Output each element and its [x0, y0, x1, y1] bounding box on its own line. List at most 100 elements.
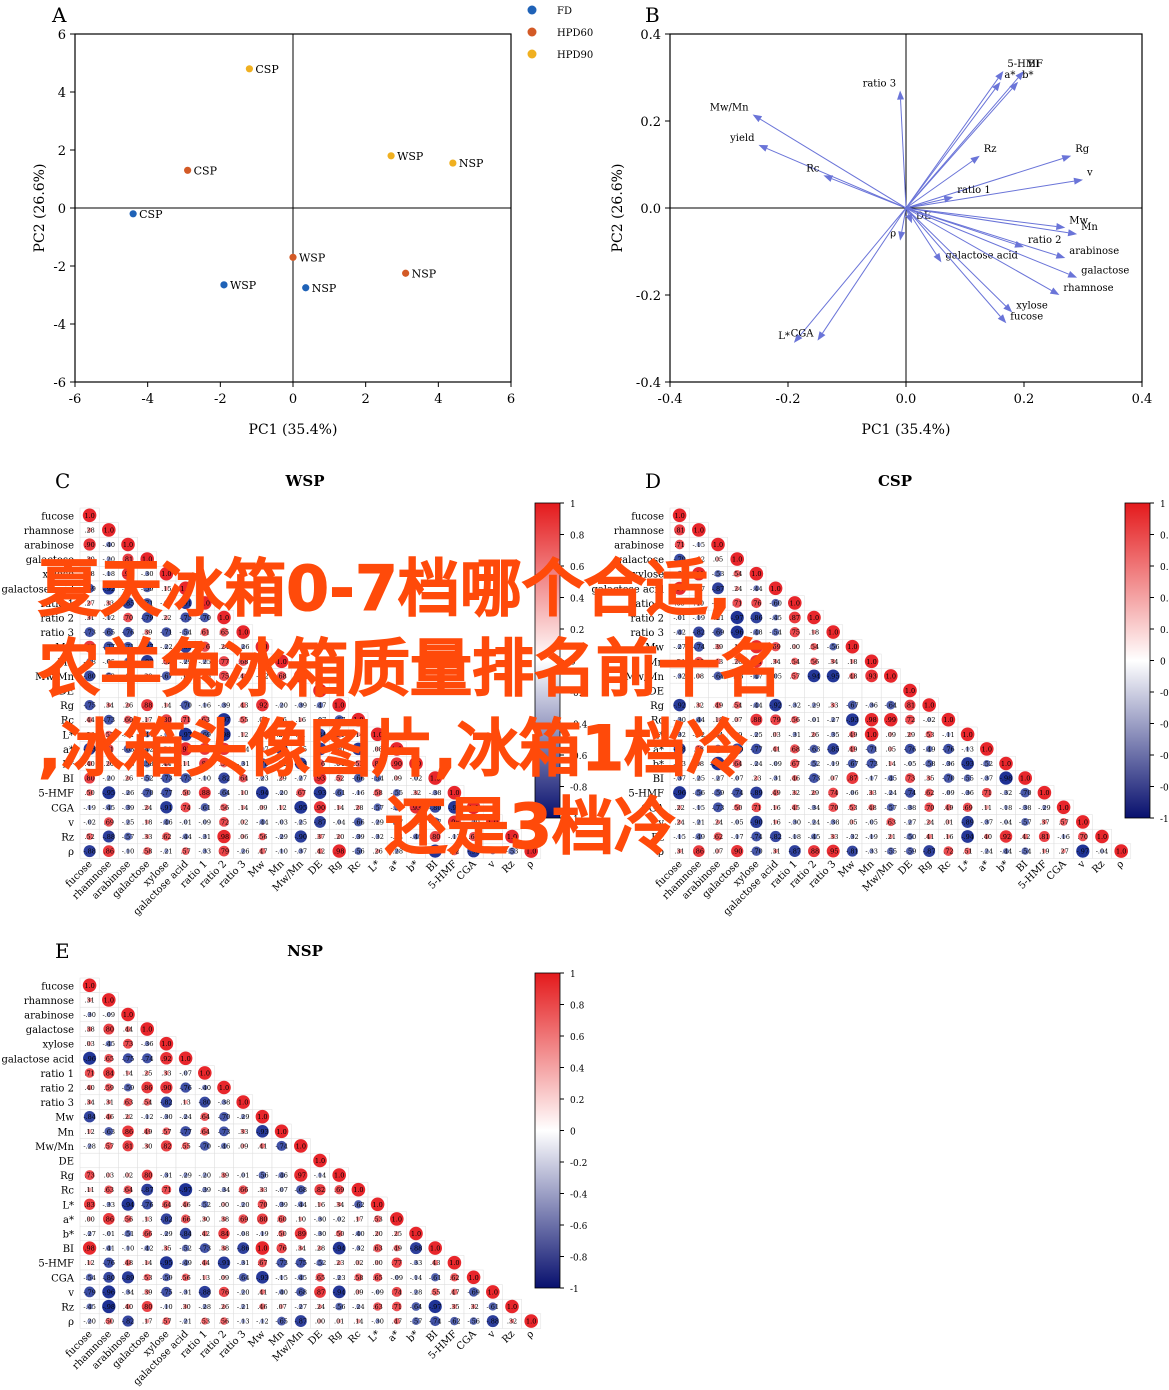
- correlation-circle: [102, 582, 116, 595]
- correlation-circle: [202, 848, 208, 854]
- correlation-circle: [218, 670, 230, 682]
- arrow-head: [897, 90, 905, 100]
- correlation-value: -.05: [865, 818, 878, 826]
- correlation-value: .50: [104, 1318, 114, 1326]
- correlation-circle: [850, 834, 855, 839]
- correlation-circle: [335, 774, 343, 782]
- correlation-circle: [275, 742, 288, 755]
- correlation-value: .90: [315, 804, 325, 812]
- data-point: [245, 65, 253, 73]
- correlation-value: -.38: [429, 789, 442, 797]
- correlation-circle: [984, 833, 990, 840]
- correlation-value: .33: [828, 702, 838, 710]
- correlation-circle: [960, 727, 975, 742]
- correlation-value: .87: [847, 775, 857, 783]
- correlation-value: -.93: [961, 760, 974, 768]
- correlation-value: -.55: [391, 789, 404, 797]
- arrow-head: [1009, 81, 1019, 91]
- correlation-circle: [927, 717, 932, 722]
- correlation-value: .00: [372, 1259, 382, 1267]
- correlation-value: 1.0: [276, 658, 286, 666]
- correlation-circle: [84, 583, 95, 593]
- data-point: [220, 281, 228, 289]
- correlation-circle: [1076, 815, 1090, 829]
- correlation-value: .55: [180, 1142, 190, 1150]
- correlation-value: 1.0: [694, 526, 704, 534]
- correlation-circle: [696, 702, 701, 708]
- correlation-circle: [1056, 800, 1071, 815]
- y-axis-label: PC2 (26.6%): [32, 164, 48, 253]
- correlation-circle: [524, 844, 538, 858]
- point-label: CSP: [255, 63, 279, 76]
- y-tick-label: 6: [58, 28, 66, 43]
- correlation-value: .48: [866, 804, 876, 812]
- colorbar-tick: -0.8: [570, 784, 588, 794]
- correlation-value: .57: [790, 672, 800, 680]
- row-label: BI: [63, 774, 74, 785]
- correlation-circle: [907, 732, 913, 737]
- correlation-value: -.94: [448, 804, 461, 812]
- correlation-value: -.24: [808, 818, 821, 826]
- correlation-value: .14: [238, 804, 248, 812]
- correlation-circle: [294, 800, 308, 814]
- legend-label: HPD90: [557, 50, 593, 61]
- correlation-circle: [145, 673, 150, 679]
- correlation-circle: [903, 683, 917, 698]
- arrow-head: [995, 70, 1004, 81]
- correlation-circle: [125, 790, 131, 795]
- heatmap-cell: [137, 1152, 158, 1169]
- correlation-value: -.77: [103, 643, 116, 651]
- correlation-circle: [773, 658, 778, 664]
- correlation-circle: [674, 553, 685, 565]
- correlation-circle: [161, 787, 172, 798]
- correlation-value: -.25: [693, 775, 706, 783]
- correlation-circle: [869, 775, 874, 781]
- correlation-circle: [124, 657, 132, 666]
- correlation-value: -.93: [467, 848, 480, 856]
- vector-label: ρ: [890, 229, 896, 240]
- correlation-value: 1.0: [449, 789, 459, 797]
- correlation-value: -.45: [410, 833, 423, 841]
- row-label: a*: [653, 745, 664, 756]
- correlation-circle: [164, 615, 169, 620]
- correlation-circle: [317, 717, 323, 722]
- correlation-value: -.45: [769, 614, 782, 622]
- correlation-value: .71: [180, 716, 190, 724]
- row-label: galactose: [26, 1025, 74, 1036]
- correlation-value: -.23: [256, 775, 269, 783]
- correlation-circle: [888, 834, 893, 839]
- correlation-value: -.28: [391, 848, 404, 856]
- correlation-circle: [827, 743, 839, 755]
- correlation-value: -.79: [141, 614, 154, 622]
- correlation-circle: [142, 598, 153, 608]
- panel-label: A: [51, 3, 67, 27]
- correlation-value: -.92: [103, 585, 116, 593]
- correlation-value: -.19: [693, 614, 706, 622]
- correlation-value: -.05: [904, 760, 917, 768]
- correlation-value: -.06: [846, 789, 859, 797]
- correlation-circle: [258, 832, 267, 841]
- correlation-value: -.76: [141, 1201, 154, 1209]
- correlation-circle: [828, 802, 838, 813]
- col-label: v: [485, 1329, 498, 1342]
- correlation-value: -.21: [160, 848, 173, 856]
- correlation-value: .18: [847, 658, 857, 666]
- correlation-value: -.27: [904, 818, 917, 826]
- correlation-circle: [298, 819, 303, 825]
- correlation-value: -.75: [83, 702, 96, 710]
- correlation-circle: [337, 746, 342, 752]
- correlation-circle: [180, 802, 191, 813]
- row-label: Rg: [650, 701, 665, 712]
- correlation-value: .24: [142, 804, 152, 812]
- correlation-value: 1.0: [219, 614, 229, 622]
- correlation-value: .63: [372, 1303, 382, 1311]
- correlation-value: .68: [790, 745, 800, 753]
- correlation-circle: [984, 819, 990, 825]
- correlation-value: .46: [257, 1303, 267, 1311]
- correlation-circle: [999, 830, 1013, 843]
- correlation-circle: [241, 848, 246, 854]
- correlation-value: .27: [84, 599, 94, 607]
- correlation-circle: [1038, 830, 1050, 843]
- y-tick-label: -0.2: [636, 289, 661, 304]
